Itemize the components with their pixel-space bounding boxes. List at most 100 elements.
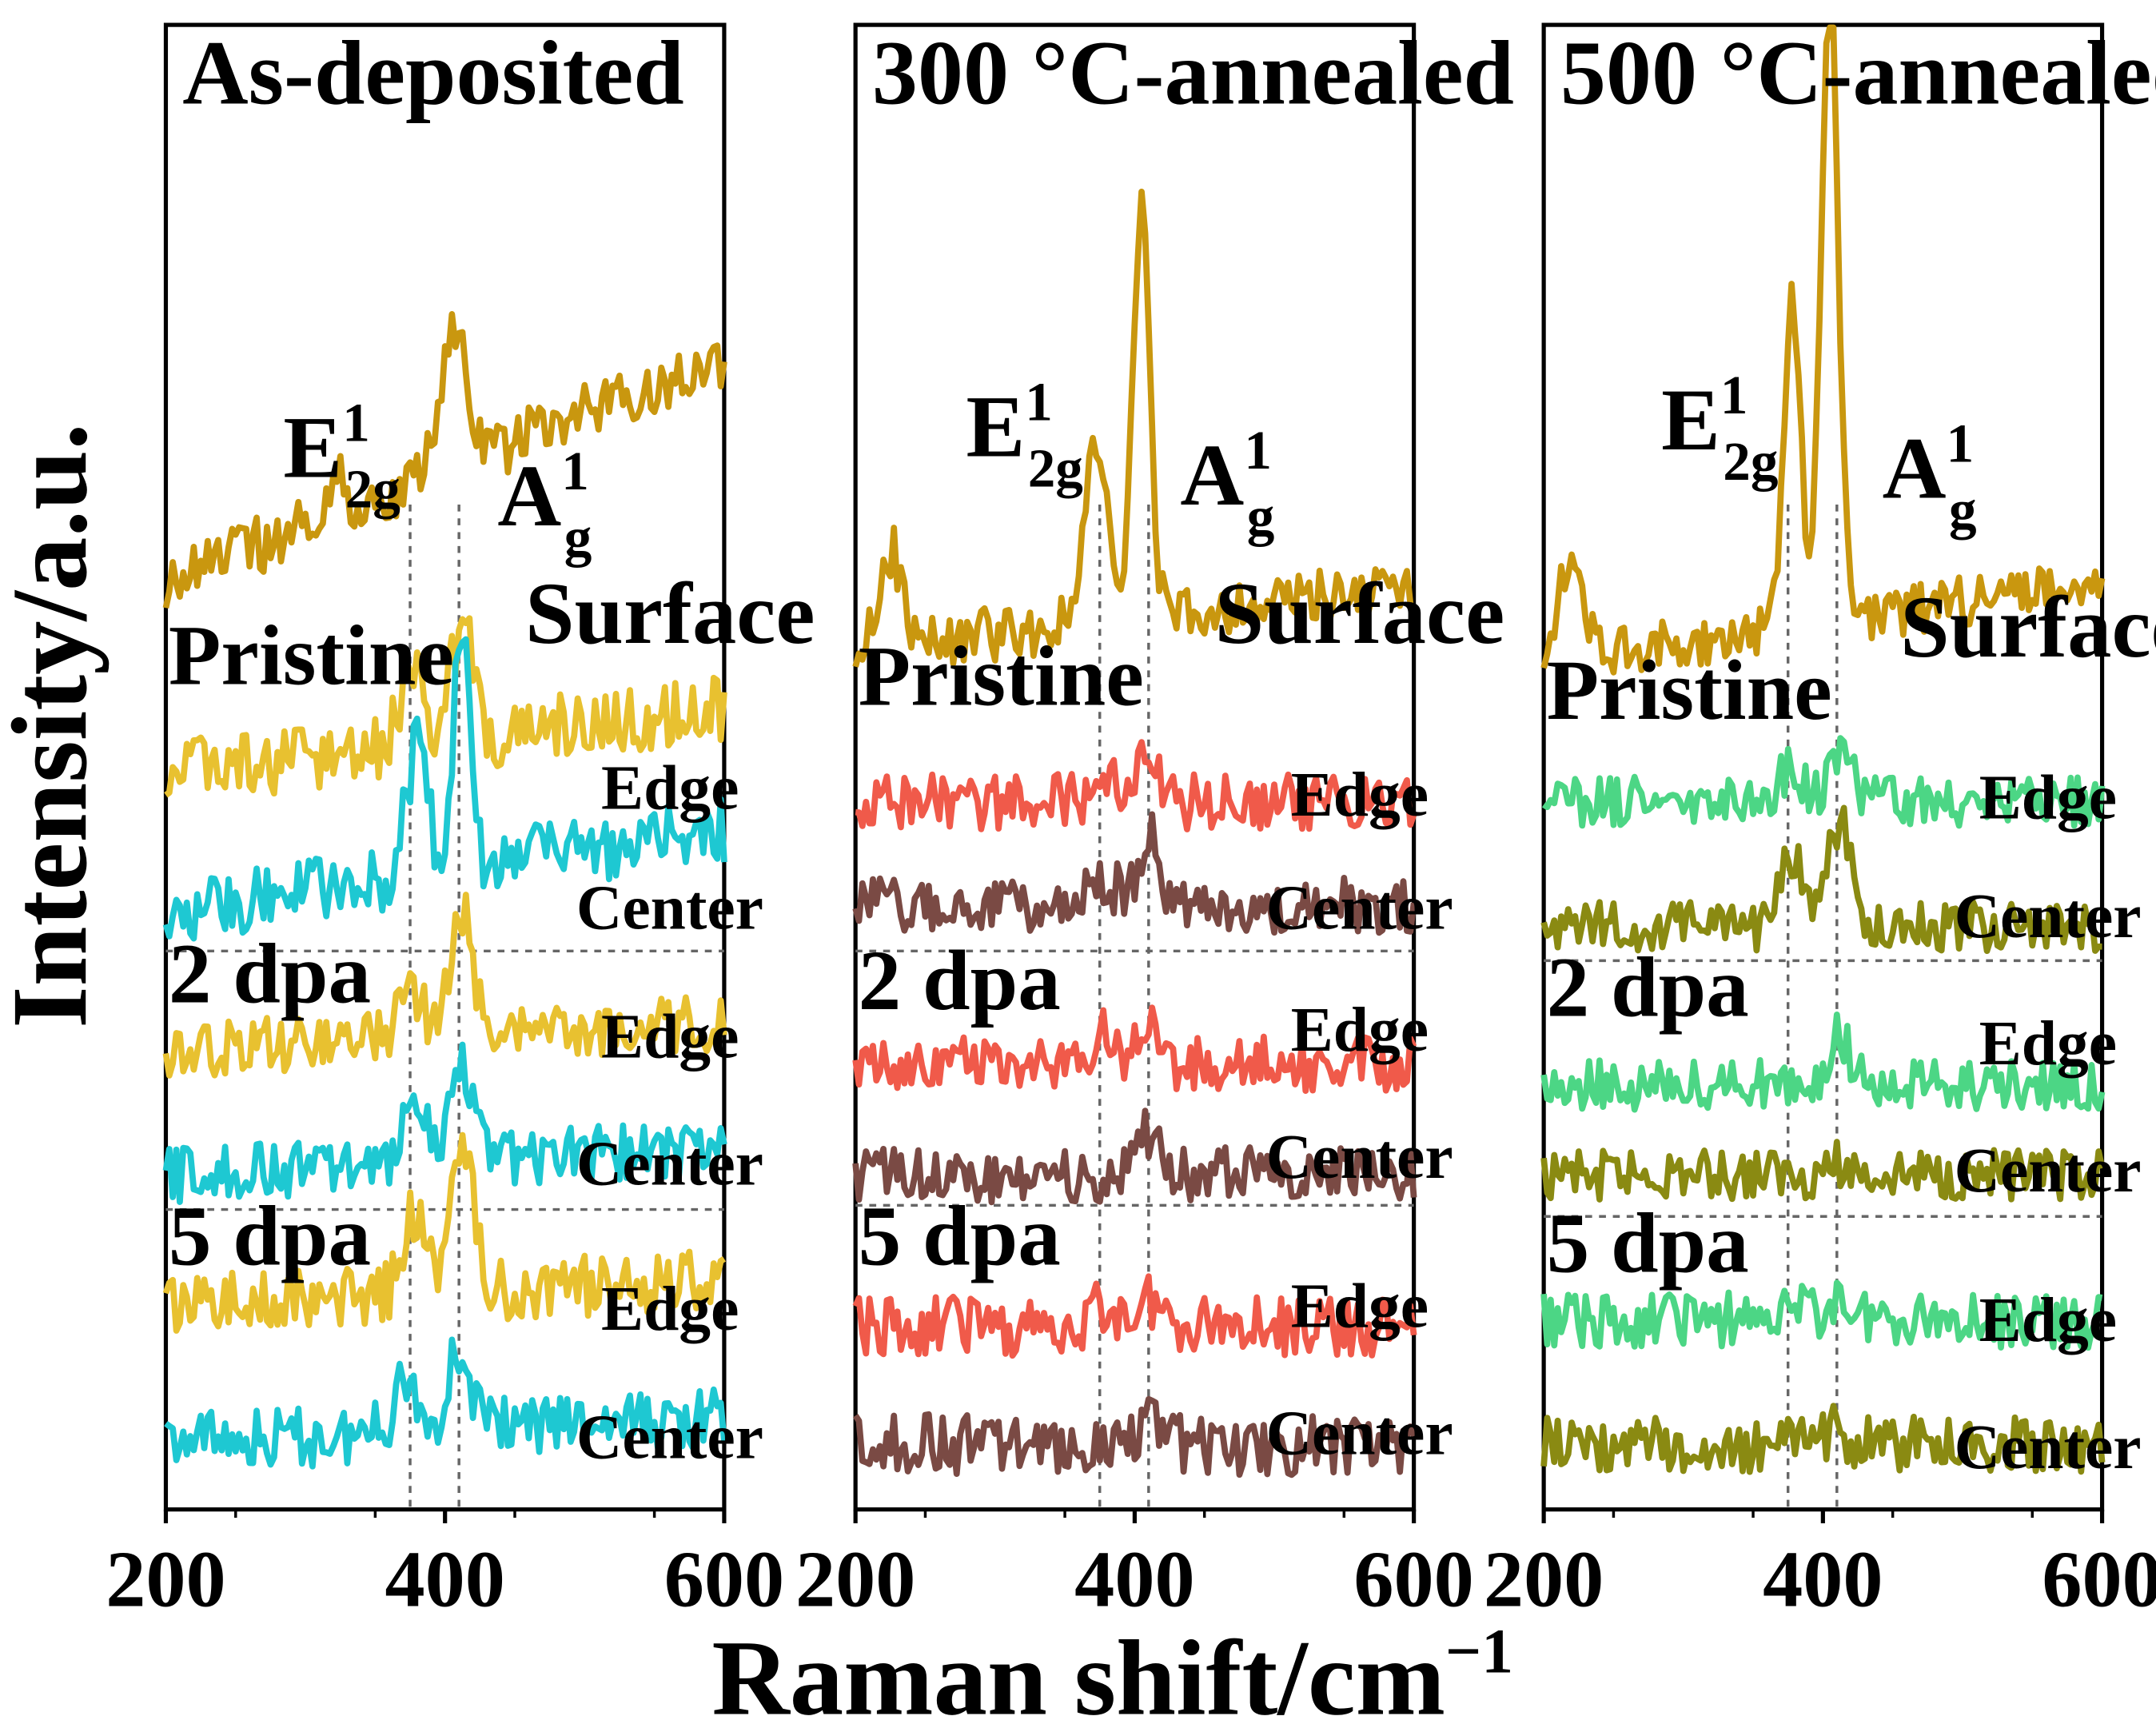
series-label-edge: Edge (1291, 760, 1429, 830)
ag-sub: g (564, 506, 592, 568)
x-ticks (853, 1509, 1417, 1523)
spectrum-pristine-edge (1541, 735, 2106, 829)
series-label-edge: Edge (1979, 1008, 2117, 1079)
x-tick-label-400: 400 (385, 1535, 504, 1624)
x-ticks (163, 1509, 727, 1523)
spectrum-5-dpa-center (1540, 1403, 2106, 1475)
spectra (1540, 24, 2106, 1475)
spectrum-2-dpa-edge (1540, 1011, 2106, 1113)
x-tick-label-600: 600 (664, 1535, 784, 1624)
series-label-edge: Edge (1979, 1285, 2117, 1355)
ag-sup: 1 (1244, 419, 1272, 481)
spectrum-5-dpa-center (164, 1336, 727, 1470)
series-label-surface: Surface (1900, 577, 2156, 676)
e2g-sub: 2g (1028, 437, 1083, 498)
e2g-sup: 1 (1720, 364, 1748, 425)
e2g-sup: 1 (1025, 371, 1053, 433)
x-tick-label-600: 600 (2042, 1535, 2156, 1624)
peak-guides (1786, 504, 1839, 1510)
spectrum-pristine-surface (852, 188, 1417, 668)
ag-label: A1 g (1883, 412, 1977, 540)
series-label-edge: Edge (1291, 995, 1429, 1065)
series-label-edge: Edge (601, 752, 739, 823)
x-axis-label-superscript: −1 (1445, 1617, 1513, 1687)
e2g-base: E (283, 397, 342, 496)
spectra (162, 311, 727, 1470)
x-axis-label: Raman shift/cm−1 (711, 1617, 1513, 1732)
panel-title: As-deposited (182, 22, 684, 124)
group-label-5dpa: 5 dpa (1547, 1195, 1749, 1291)
ag-label: A1 g (497, 440, 592, 568)
x-axis-label-text: Raman shift/cm (711, 1619, 1445, 1732)
e2g-base: E (1661, 370, 1720, 469)
spectrum-pristine-edge (164, 615, 727, 798)
x-tick-label-200: 200 (106, 1535, 225, 1624)
series-label-edge: Edge (601, 1274, 739, 1344)
panel-500c-annealed: 500 °C-annealed E1 2g A1 g Pristine 2 dpa … (1484, 22, 2156, 1624)
e2g-sub: 2g (1723, 430, 1778, 492)
e2g-sup: 1 (342, 391, 370, 453)
series-label-center: Center (1955, 1412, 2142, 1483)
series-label-surface: Surface (1215, 564, 1505, 662)
ag-sup: 1 (561, 440, 589, 501)
series-label-center: Center (576, 1128, 763, 1199)
series-label-surface: Surface (525, 564, 815, 662)
spectra (852, 188, 1417, 1479)
x-tick-label-400: 400 (1763, 1535, 1883, 1624)
peak-guides (1098, 504, 1150, 1510)
spectrum-5-dpa-edge (852, 1273, 1417, 1359)
ag-base: A (497, 446, 561, 545)
spectrum-2-dpa-center (852, 1107, 1417, 1206)
spectrum-pristine-surface (1540, 24, 2106, 676)
group-label-pristine: Pristine (859, 629, 1144, 724)
group-separators (1544, 959, 2102, 1218)
group-separators (165, 949, 724, 1211)
panel-300c-annealed: 300 °C-annealed E1 2g A1 g Pristine 2 dpa … (795, 22, 1514, 1624)
group-separators (855, 949, 1414, 1207)
ag-label: A1 g (1180, 419, 1274, 547)
series-label-center: Center (1955, 881, 2142, 952)
spectrum-2-dpa-edge (162, 892, 727, 1079)
x-tick-label-200: 200 (795, 1535, 915, 1624)
spectrum-2-dpa-center (162, 1041, 727, 1205)
x-ticks (1541, 1509, 2105, 1523)
group-label-pristine: Pristine (1547, 643, 1832, 738)
series-label-center: Center (1955, 1135, 2142, 1206)
group-label-5dpa: 5 dpa (859, 1189, 1061, 1284)
series-label-center: Center (576, 1403, 763, 1473)
ag-sub: g (1949, 478, 1977, 540)
e2g-label: E1 2g (1661, 364, 1778, 492)
x-tick-label-600: 600 (1353, 1535, 1473, 1624)
series-label-center: Center (576, 873, 763, 944)
series-label-center: Center (1266, 873, 1453, 944)
spectrum-5-dpa-center (852, 1395, 1417, 1479)
series-label-center: Center (1266, 1399, 1453, 1469)
e2g-sub: 2g (345, 457, 401, 519)
e2g-base: E (966, 377, 1025, 475)
spectrum-pristine-center (852, 811, 1417, 936)
e2g-label: E1 2g (966, 371, 1082, 499)
x-tick-label-400: 400 (1074, 1535, 1194, 1624)
group-label-2dpa: 2 dpa (169, 926, 371, 1021)
spectrum-pristine-surface (162, 311, 727, 609)
spectrum-pristine-center (1540, 804, 2102, 955)
panel-as-deposited: As-deposited E1 2g A1 g Pristine 2 dpa 5 d… (106, 22, 815, 1624)
spectrum-2-dpa-center (1540, 1139, 2106, 1203)
series-label-edge: Edge (1291, 1271, 1429, 1342)
group-label-2dpa: 2 dpa (1547, 940, 1749, 1036)
ag-sup: 1 (1947, 412, 1975, 473)
series-label-center: Center (1266, 1122, 1453, 1192)
ag-sub: g (1247, 485, 1275, 547)
group-label-2dpa: 2 dpa (859, 933, 1061, 1028)
ag-base: A (1883, 418, 1947, 517)
series-label-edge: Edge (601, 1001, 739, 1072)
panel-title: 300 °C-annealed (872, 22, 1514, 124)
spectrum-5-dpa-edge (162, 1131, 727, 1334)
series-label-edge: Edge (1979, 762, 2117, 832)
ag-base: A (1180, 425, 1244, 524)
y-axis-label: Intensity/a.u. (0, 423, 110, 1028)
spectrum-pristine-center (162, 636, 727, 942)
spectrum-pristine-edge (855, 739, 1417, 832)
x-tick-label-200: 200 (1484, 1535, 1604, 1624)
